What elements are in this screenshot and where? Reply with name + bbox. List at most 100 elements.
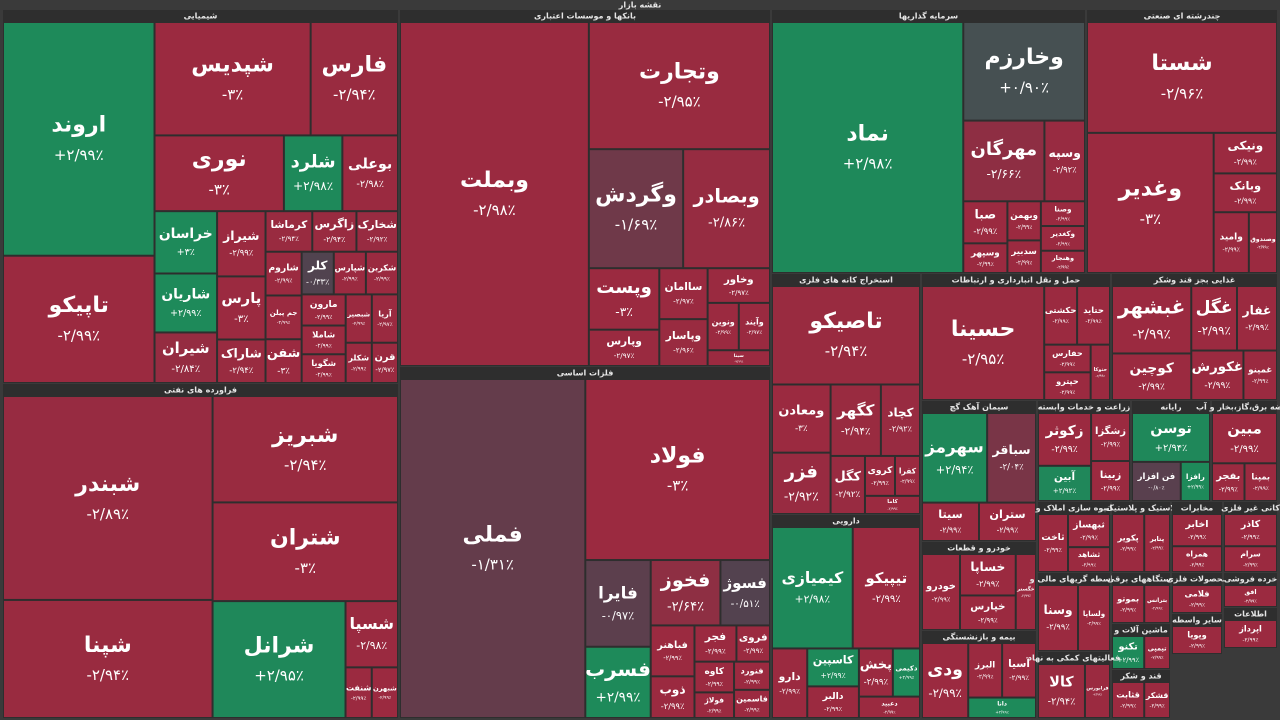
sector-title: زراعت و خدمات وابسته <box>1038 403 1131 412</box>
tile <box>963 22 1085 121</box>
tile-change: -۲/۹۹٪ <box>900 479 915 485</box>
tile-name: شسپا <box>349 614 394 634</box>
tile <box>1144 514 1170 572</box>
tile <box>1040 226 1086 251</box>
tile-change: -۲/۹۹٪ <box>1244 598 1257 604</box>
tile-change: -۲/۹۲٪ <box>367 234 388 243</box>
tile <box>585 560 651 647</box>
tile <box>588 329 660 367</box>
tile-name: شبهرن <box>373 685 397 693</box>
tile-name: کیمیازی <box>781 568 844 587</box>
tile <box>1213 173 1277 213</box>
sector-title: چندرشته ای صنعتی <box>1144 12 1221 21</box>
tile-change: -۲/۹۹٪ <box>1234 196 1256 205</box>
tile-name: اپرداز <box>1238 624 1262 635</box>
tile-change: -۲/۸۹٪ <box>87 505 130 523</box>
tile <box>1038 585 1078 651</box>
tile-change: -۲/۹۹٪ <box>1132 327 1170 343</box>
tile-change: -۲/۹۹٪ <box>352 321 365 327</box>
tile-change: -۲/۰۴٪ <box>999 463 1024 473</box>
tile-name: قثابت <box>1116 690 1140 700</box>
tile <box>1077 286 1110 345</box>
tile-name: ولساپا <box>1083 609 1105 618</box>
tile-change: -۲/۹۹٪ <box>715 330 731 336</box>
tile-change: +۲/۹۹٪ <box>820 671 845 680</box>
tile-change: -۳٪ <box>234 314 248 325</box>
tile-name: وهنجار <box>1051 254 1074 262</box>
tile-change: -۲/۹۹٪ <box>277 320 291 326</box>
tile-name: ثشاهد <box>1078 550 1100 559</box>
tile <box>1212 413 1277 464</box>
tile <box>1144 682 1170 718</box>
tile-name: غمینو <box>1247 366 1272 376</box>
tile-change: -۲/۹۷٪ <box>747 330 763 336</box>
tile-name: قشکر <box>1145 691 1169 700</box>
tile-change: +۲/۹۹٪ <box>995 709 1009 714</box>
tile-change: -۲/۹۹٪ <box>1087 621 1101 627</box>
tile-change: +۲/۹۸٪ <box>293 179 333 193</box>
tile-change: -۲/۹۹٪ <box>1151 545 1164 551</box>
tile <box>922 554 960 630</box>
tile <box>772 384 831 453</box>
tile <box>3 22 155 256</box>
sector-title: خودرو و قطعات <box>947 544 1011 553</box>
tile <box>217 339 266 383</box>
tile-change: -۳٪ <box>667 477 688 495</box>
tile <box>301 354 346 384</box>
tile-name: پخش <box>860 657 892 672</box>
tile-change: +۲/۹۹٪ <box>595 689 640 705</box>
tile-change: -۲/۹۷٪ <box>729 289 749 297</box>
tile <box>212 601 346 719</box>
tile <box>342 135 399 212</box>
tile <box>1172 626 1222 654</box>
tile <box>301 294 346 326</box>
tile-change: -۲/۹۹٪ <box>1056 217 1070 223</box>
tile-name: سباقر <box>992 442 1031 457</box>
tile-change: -۲/۹۹٪ <box>1057 264 1070 270</box>
tile <box>1038 514 1068 572</box>
tile-change: -۲/۹۴٪ <box>323 235 345 244</box>
tile <box>1112 636 1145 669</box>
tile-name: ستران <box>989 508 1025 521</box>
tile-change: -۲/۹۹٪ <box>1204 381 1230 391</box>
tile <box>1244 463 1277 501</box>
tile-name: زکوثر <box>1045 423 1084 439</box>
tile-name: پتایر <box>1149 535 1164 543</box>
tile-name: وبهمن <box>1010 211 1038 221</box>
tile <box>1044 286 1078 345</box>
tile <box>588 22 770 150</box>
tile-change: -۲/۹۴٪ <box>87 666 130 684</box>
tile-name: کاوه <box>704 667 724 677</box>
tile-change: -۲/۹۹٪ <box>663 654 682 662</box>
tile-name: بوعلی <box>348 157 392 173</box>
tile <box>1248 212 1277 273</box>
tile <box>968 643 1003 698</box>
tile-name: شفن <box>267 346 300 361</box>
tile <box>1044 344 1091 373</box>
tile <box>830 384 881 456</box>
tile <box>154 332 218 384</box>
tile-name: ودی <box>927 660 963 680</box>
tile-name: شکلر <box>347 354 369 363</box>
sector-title: کانی غیر فلزی <box>1221 504 1280 513</box>
tile-name: وپویا <box>1187 630 1207 640</box>
tile <box>772 648 808 718</box>
tile <box>3 396 213 600</box>
tile-change: -۲/۹۹٪ <box>734 360 743 364</box>
tile <box>154 273 218 333</box>
tile-name: فارس <box>321 53 387 78</box>
tile-name: قرن <box>374 352 395 363</box>
tile <box>345 601 398 668</box>
tile-change: -۳٪ <box>1140 210 1161 228</box>
tile-change: -۲/۹۸٪ <box>473 201 516 219</box>
tile <box>1144 636 1170 669</box>
tile-change: +۲/۹۹٪ <box>1187 485 1204 491</box>
tile <box>960 595 1016 630</box>
tile <box>371 667 399 718</box>
tile-name: وکغدیر <box>1050 229 1075 238</box>
tile <box>707 302 739 351</box>
tile-name: پارس <box>221 290 261 307</box>
tile-change: -۲/۹۹٪ <box>275 278 293 285</box>
tile <box>960 554 1016 596</box>
tile-name: غبشهر <box>1117 295 1185 318</box>
